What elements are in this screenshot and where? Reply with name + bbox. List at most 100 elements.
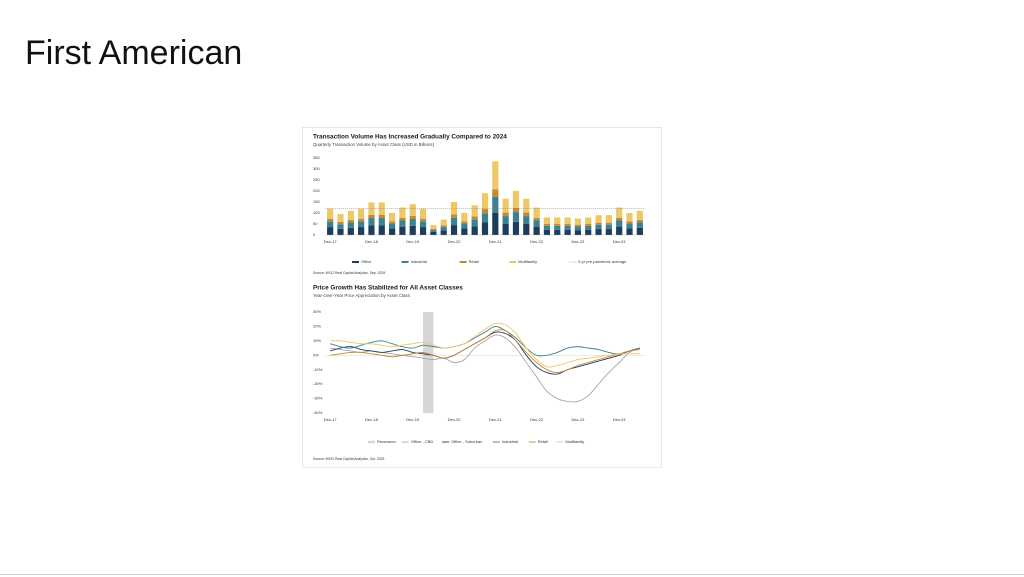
bar-segment (481, 213, 489, 223)
bar-segment (512, 212, 520, 222)
y-tick-label: 20% (313, 323, 321, 328)
bar-segment (616, 217, 623, 221)
bar-segment (533, 217, 540, 221)
bar-segment (430, 225, 437, 229)
bar-segment (409, 215, 416, 219)
y-tick-label: 300 (313, 166, 320, 171)
bar-segment (440, 230, 447, 235)
bar-segment (419, 218, 427, 222)
bar-segment (461, 228, 468, 235)
bar-segment (616, 207, 623, 218)
bar-segment (564, 217, 571, 224)
bar-segment (440, 227, 447, 231)
bar-segment (461, 221, 468, 224)
bar-segment (533, 226, 540, 235)
bar-segment (399, 226, 406, 235)
bar-segment (636, 220, 643, 223)
x-tick-label: Dec-17 (324, 417, 338, 422)
bar-segment (378, 218, 385, 226)
chart-subtitle: Quarterly Transaction Volume by Asset Cl… (313, 142, 435, 147)
bar-segment (502, 216, 509, 224)
chart-image (302, 127, 662, 468)
x-tick-label: Dec-24 (613, 417, 627, 422)
legend-label: Multifamily (565, 439, 584, 444)
bar-segment (358, 218, 365, 222)
bar-segment (636, 222, 643, 228)
divider (0, 574, 1024, 575)
legend-label: Retail (538, 439, 548, 444)
bar-segment (461, 213, 468, 222)
bar-segment (616, 226, 623, 235)
bar-segment (605, 224, 612, 230)
y-tick-label: -20% (313, 381, 323, 386)
bar-segment (512, 207, 520, 213)
x-tick-label: Dec-22 (530, 417, 544, 422)
bar-segment (440, 225, 447, 228)
chart-title: Transaction Volume Has Increased Gradual… (313, 134, 507, 141)
x-tick-label: Dec-18 (365, 417, 379, 422)
bar-segment (450, 214, 458, 218)
bar-segment (626, 223, 633, 229)
bar-segment (347, 210, 354, 221)
bar-segment (564, 225, 571, 230)
bar-segment (543, 224, 551, 226)
legend-label: Industrial (502, 439, 518, 444)
bar-segment (430, 229, 437, 232)
recession-band (423, 312, 434, 413)
series-line (330, 329, 640, 374)
bar-segment (564, 229, 571, 235)
bar-segment (502, 198, 509, 213)
bar-segment (440, 219, 447, 226)
x-tick-label: Dec-22 (530, 239, 544, 244)
bar-segment (626, 228, 633, 235)
source-note: Source: MSCI Real Capital Analytics, Sep… (313, 271, 385, 275)
bar-segment (512, 191, 520, 208)
legend-swatch (459, 261, 467, 263)
bar-segment (523, 212, 530, 217)
y-tick-label: 150 (313, 199, 320, 204)
bar-segment (564, 224, 571, 226)
bar-segment (399, 217, 406, 221)
bar-segment (327, 218, 334, 222)
bar-segment (450, 225, 458, 235)
legend-label: Office - CBD (411, 439, 433, 444)
bar-segment (543, 229, 551, 235)
bar-segment (337, 228, 344, 235)
x-tick-label: Dec-24 (613, 239, 627, 244)
x-tick-label: Dec-23 (571, 417, 585, 422)
bar-segment (337, 224, 344, 229)
legend-swatch (509, 261, 517, 263)
x-tick-label: Dec-18 (365, 239, 379, 244)
bar-segment (554, 224, 561, 226)
bar-segment (626, 213, 633, 222)
bar-segment (595, 224, 602, 230)
x-tick-label: Dec-17 (324, 239, 338, 244)
bar-segment (378, 225, 385, 235)
bar-segment (450, 202, 458, 215)
bar-segment (595, 215, 602, 223)
bar-segment (626, 221, 633, 224)
bar-segment (512, 221, 520, 235)
bar-segment (492, 189, 499, 197)
y-tick-label: 250 (313, 177, 320, 182)
bar-segment (554, 229, 561, 235)
bar-segment (419, 208, 427, 219)
bar-segment (492, 161, 499, 190)
bar-segment (636, 210, 643, 221)
x-tick-label: Dec-20 (448, 239, 462, 244)
bar-segment (327, 221, 334, 228)
bar-segment (409, 225, 416, 235)
bar-segment (554, 225, 561, 230)
slide-title: First American (25, 34, 243, 72)
bar-segment (585, 225, 592, 230)
x-tick-label: Dec-21 (489, 239, 503, 244)
legend-swatch (352, 261, 359, 263)
source-note: Source: MSCI Real Capital Analytics, Oct… (313, 457, 385, 461)
bar-segment (450, 217, 458, 226)
bar-segment (523, 216, 530, 224)
legend-label: Multifamily (518, 259, 537, 264)
bar-segment (574, 226, 581, 231)
bar-segment (502, 224, 509, 235)
chart-title: Price Growth Has Stabilized for All Asse… (313, 285, 463, 292)
y-tick-label: 30% (313, 309, 321, 314)
